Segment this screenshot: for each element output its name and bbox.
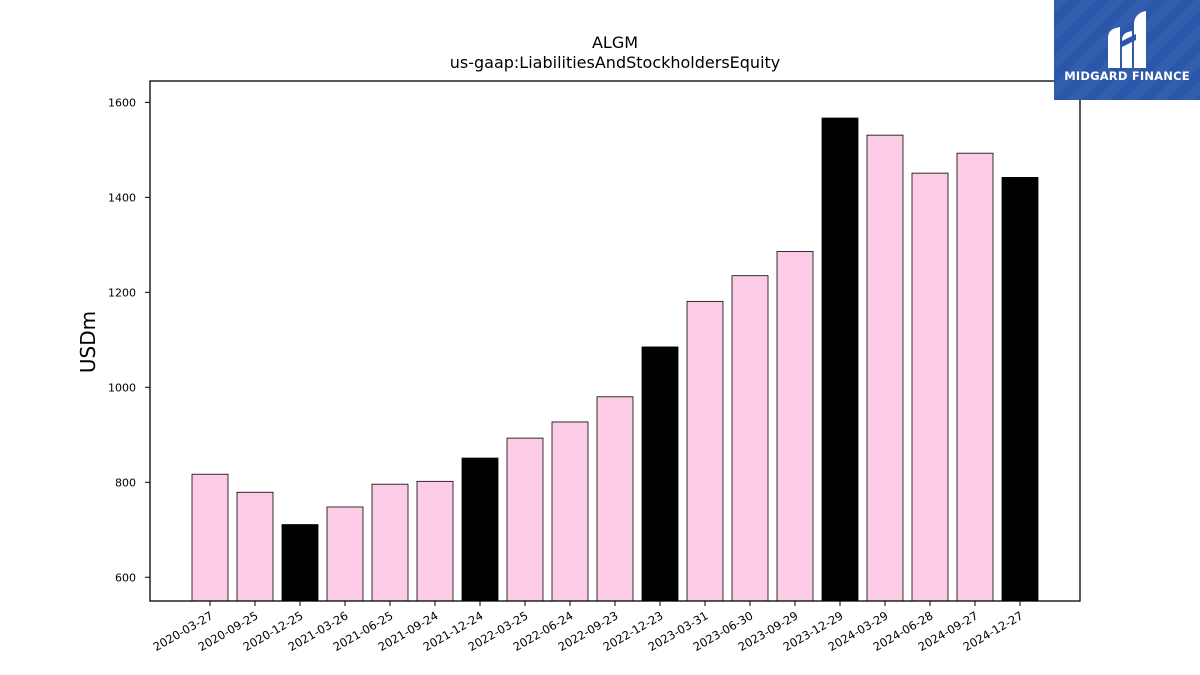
y-tick-label: 800 bbox=[115, 476, 136, 489]
bar-2022-06-24 bbox=[551, 421, 589, 602]
y-tick-label: 1000 bbox=[108, 381, 136, 394]
y-tick-label: 1400 bbox=[108, 191, 136, 204]
bar-2024-06-28 bbox=[911, 172, 949, 602]
bar-2024-09-27 bbox=[956, 152, 994, 602]
bar-2024-03-29 bbox=[866, 134, 904, 602]
bar-2021-09-24 bbox=[416, 480, 454, 602]
y-axis-ticks: 600 800 1000 1200 1400 1600 bbox=[108, 96, 150, 584]
bar-2021-06-25 bbox=[371, 483, 409, 602]
midgard-logo-icon bbox=[1108, 11, 1146, 68]
chart-title: ALGM bbox=[592, 33, 638, 52]
y-tick-label: 600 bbox=[115, 571, 136, 584]
bar-2021-12-24 bbox=[461, 457, 499, 602]
x-axis-ticks: 2020-03-272020-09-252020-12-252021-03-26… bbox=[151, 601, 1026, 654]
brand-logo: MIDGARD FINANCE bbox=[1054, 0, 1200, 100]
bar-2022-12-23 bbox=[641, 346, 679, 602]
plot-frame bbox=[149, 80, 1081, 602]
bar-2023-09-29 bbox=[776, 251, 814, 602]
y-tick-label: 1600 bbox=[108, 96, 136, 109]
bar-2023-06-30 bbox=[731, 275, 769, 602]
bar-2020-03-27 bbox=[191, 473, 229, 602]
chart-subtitle: us-gaap:LiabilitiesAndStockholdersEquity bbox=[450, 53, 781, 72]
y-tick-label: 1200 bbox=[108, 286, 136, 299]
bar-2020-09-25 bbox=[236, 491, 274, 602]
bar-2024-12-27 bbox=[1001, 177, 1039, 602]
brand-name: MIDGARD FINANCE bbox=[1064, 69, 1190, 83]
bar-2022-09-23 bbox=[596, 396, 634, 602]
y-axis-label: USDm bbox=[76, 311, 100, 373]
bar-2023-03-31 bbox=[686, 300, 724, 602]
bars-layer bbox=[191, 117, 1039, 602]
bar-2023-12-29 bbox=[821, 117, 859, 602]
bar-2021-03-26 bbox=[326, 506, 364, 602]
bar-2020-12-25 bbox=[281, 524, 319, 602]
bar-2022-03-25 bbox=[506, 437, 544, 602]
